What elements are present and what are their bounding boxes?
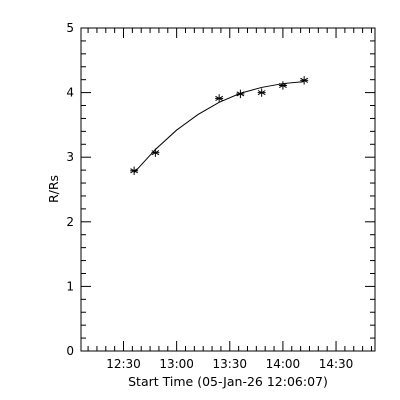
y-tick-label: 4 xyxy=(66,86,74,100)
x-tick-label: 14:00 xyxy=(266,357,301,371)
y-tick-label: 0 xyxy=(66,344,74,358)
data-point xyxy=(151,148,160,157)
data-point xyxy=(257,88,266,97)
x-axis-label: Start Time (05-Jan-26 12:06:07) xyxy=(128,374,328,389)
data-point xyxy=(300,76,309,85)
y-axis-label: R/Rs xyxy=(46,175,61,203)
y-tick-label: 1 xyxy=(66,279,74,293)
y-tick-label: 2 xyxy=(66,215,74,229)
data-point xyxy=(215,94,224,103)
x-tick-label: 13:30 xyxy=(212,357,247,371)
y-tick-label: 3 xyxy=(66,150,74,164)
x-tick-label: 13:00 xyxy=(159,357,194,371)
y-tick-label: 5 xyxy=(66,21,74,35)
x-tick-label: 14:30 xyxy=(319,357,354,371)
data-point xyxy=(130,166,139,175)
plot-frame xyxy=(80,27,376,352)
x-tick-label: 12:30 xyxy=(106,357,141,371)
data-point xyxy=(236,89,245,99)
data-point xyxy=(278,81,287,90)
